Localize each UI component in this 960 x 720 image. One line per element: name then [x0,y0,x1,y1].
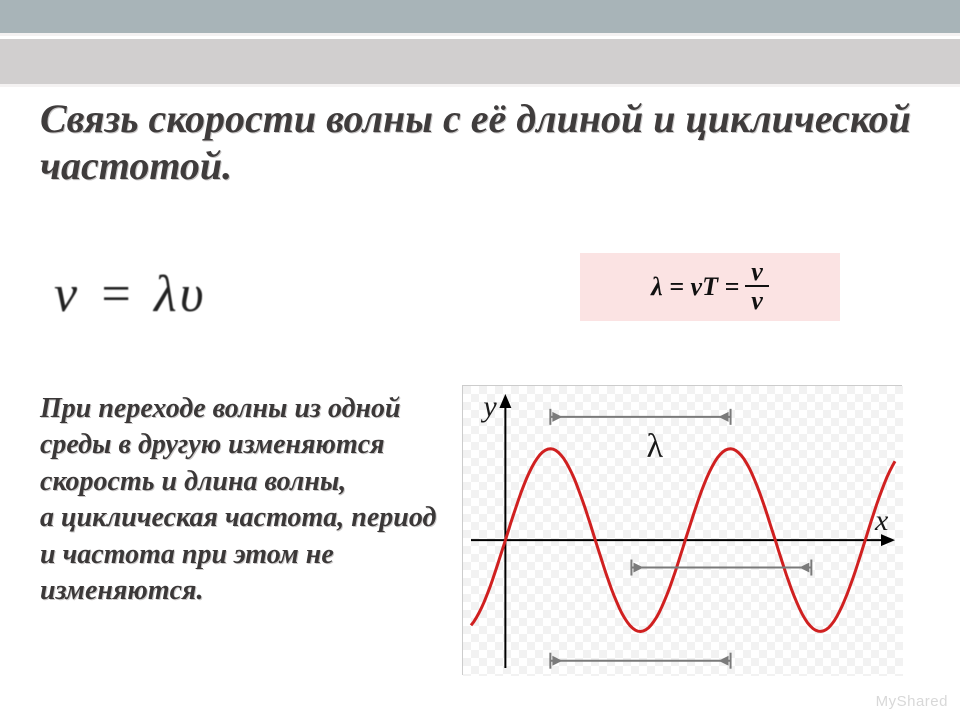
equation-v-eq-lambda-nu: ν = λυ [54,265,208,324]
watermark: MyShared [876,693,948,710]
equation-lambda-vT: λ = vT = v ν [580,253,840,321]
slide-content: Связь скорости волны с её длиной и цикли… [40,95,920,700]
slide-body-text: При переходе волны из одной среды в друг… [40,391,450,609]
svg-text:λ: λ [646,428,663,465]
decor-top-bar-1 [0,0,960,36]
fraction-denominator: ν [745,287,769,316]
decor-top-bar-2 [0,39,960,87]
body-paragraph-1: При переходе волны из одной среды в друг… [40,393,401,497]
wave-diagram: yxλ [462,385,902,675]
slide-title: Связь скорости волны с её длиной и цикли… [40,95,920,189]
equation-fraction: v ν [745,259,769,316]
equation-lambda-prefix: λ = vT = [651,272,739,302]
fraction-numerator: v [745,259,769,287]
body-paragraph-2: а циклическая частота, период и частота … [40,502,436,606]
svg-text:y: y [480,390,497,423]
wave-svg: yxλ [463,386,903,676]
